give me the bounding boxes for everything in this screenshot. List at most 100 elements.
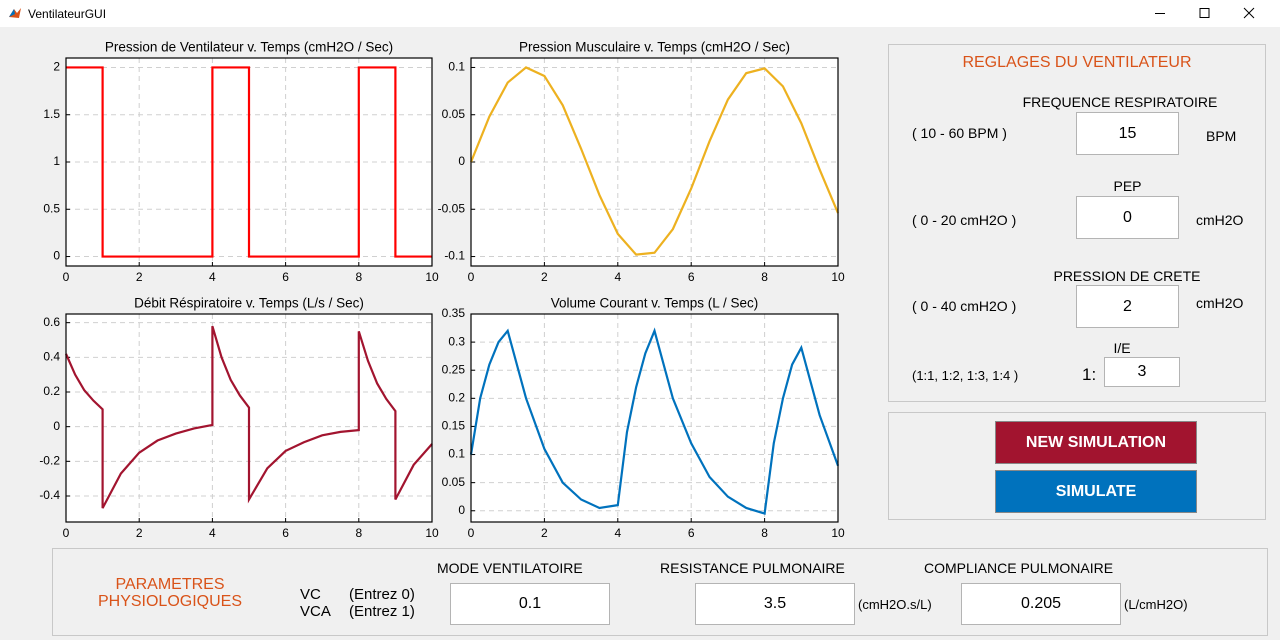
field-range: ( 10 - 60 BPM ): [912, 125, 1007, 141]
x-tick-label: 8: [355, 270, 362, 284]
x-tick-label: 0: [63, 526, 70, 540]
y-tick-label: 0.25: [442, 362, 466, 376]
app-icon: [9, 8, 21, 18]
field-unit: (cmH2O.s/L): [858, 597, 932, 612]
field-unit: (L/cmH2O): [1124, 597, 1188, 612]
input-box[interactable]: 0.1: [450, 583, 610, 625]
chart-title: Pression Musculaire v. Temps (cmH2O / Se…: [519, 40, 790, 55]
simulate-button[interactable]: SIMULATE: [995, 470, 1197, 513]
field-label: COMPLIANCE PULMONAIRE: [924, 560, 1114, 576]
physio-panel: [52, 548, 1268, 636]
field-label: PEP: [1113, 178, 1142, 194]
y-tick-label: 2: [53, 60, 60, 74]
field-prefix: 1:: [1082, 365, 1097, 384]
axes-frame: [470, 313, 839, 523]
field-unit: BPM: [1206, 128, 1237, 144]
input-box[interactable]: 3.5: [695, 583, 855, 625]
y-tick-label: 0.1: [448, 447, 465, 461]
y-tick-label: 0.35: [442, 306, 466, 320]
y-tick-label: 0.2: [448, 390, 465, 404]
field-range: (1:1, 1:2, 1:3, 1:4 ): [912, 368, 1019, 383]
x-tick-label: 6: [688, 526, 695, 540]
button-panel: [888, 412, 1266, 520]
input-box[interactable]: 0.205: [961, 583, 1121, 625]
axes-frame: [65, 313, 433, 523]
x-tick-label: 8: [761, 526, 768, 540]
mode-name: VC: [300, 586, 321, 603]
x-tick-label: 0: [468, 526, 475, 540]
x-tick-label: 6: [282, 270, 289, 284]
y-tick-label: -0.2: [39, 454, 60, 468]
data-line: [66, 66, 432, 258]
y-tick-label: 0: [53, 419, 60, 433]
x-tick-label: 4: [614, 270, 621, 284]
data-line: [64, 325, 433, 509]
data-line: [469, 327, 840, 516]
x-tick-label: 8: [355, 526, 362, 540]
field-range: ( 0 - 40 cmH2O ): [912, 298, 1017, 314]
x-tick-label: 8: [761, 270, 768, 284]
field-unit: cmH2O: [1196, 212, 1244, 228]
mode-hint: (Entrez 0): [349, 586, 415, 603]
field-range: ( 0 - 20 cmH2O ): [912, 212, 1017, 228]
input-box[interactable]: 3: [1104, 357, 1180, 387]
y-tick-label: 0: [458, 154, 465, 168]
y-tick-label: 0.2: [43, 384, 60, 398]
settings-title: REGLAGES DU VENTILATEUR: [962, 54, 1192, 71]
field-label: FREQUENCE RESPIRATOIRE: [1022, 94, 1218, 110]
x-tick-label: 10: [831, 270, 845, 284]
field-label: I/E: [1113, 340, 1131, 356]
y-tick-label: 0.4: [43, 350, 60, 364]
y-tick-label: 0.05: [442, 475, 466, 489]
x-tick-label: 4: [614, 526, 621, 540]
y-tick-label: 0.1: [448, 60, 465, 74]
field-unit: cmH2O: [1196, 295, 1244, 311]
mode-hint: (Entrez 1): [349, 603, 415, 620]
y-tick-label: 1: [53, 154, 60, 168]
x-tick-label: 10: [831, 526, 845, 540]
input-box[interactable]: 2: [1076, 285, 1179, 328]
y-tick-label: 1.5: [43, 107, 60, 121]
axes-frame: [65, 57, 433, 267]
chart-title: Pression de Ventilateur v. Temps (cmH2O …: [105, 40, 393, 55]
y-tick-label: 0: [458, 503, 465, 517]
input-box[interactable]: 0: [1076, 196, 1179, 239]
data-line: [469, 66, 840, 256]
field-label: PRESSION DE CRETE: [1053, 268, 1201, 284]
title-bar: VentilateurGUI: [0, 0, 1280, 27]
mode-name: VCA: [300, 603, 331, 620]
x-tick-label: 0: [468, 270, 475, 284]
x-tick-label: 10: [425, 526, 439, 540]
field-label: MODE VENTILATOIRE: [437, 560, 583, 576]
settings-panel: [888, 44, 1266, 402]
field-label: RESISTANCE PULMONAIRE: [660, 560, 845, 576]
x-tick-label: 6: [282, 526, 289, 540]
y-tick-label: 0.6: [43, 315, 60, 329]
input-box[interactable]: 15: [1076, 112, 1179, 155]
plot-area: [471, 314, 838, 522]
x-tick-label: 2: [541, 526, 548, 540]
y-tick-label: 0.3: [448, 334, 465, 348]
y-tick-label: -0.1: [444, 249, 465, 263]
x-tick-label: 4: [209, 526, 216, 540]
x-tick-label: 2: [136, 270, 143, 284]
x-tick-label: 10: [425, 270, 439, 284]
x-tick-label: 0: [63, 270, 70, 284]
window-title: VentilateurGUI: [28, 7, 107, 21]
chart-title: Débit Réspiratoire v. Temps (L/s / Sec): [134, 296, 364, 311]
x-tick-label: 4: [209, 270, 216, 284]
x-tick-label: 2: [136, 526, 143, 540]
x-tick-label: 2: [541, 270, 548, 284]
y-tick-label: -0.4: [39, 488, 60, 502]
x-tick-label: 6: [688, 270, 695, 284]
chart-title: Volume Courant v. Temps (L / Sec): [551, 296, 759, 311]
y-tick-label: 0.15: [442, 419, 466, 433]
new-simulation-button[interactable]: NEW SIMULATION: [995, 421, 1197, 464]
physio-title: PARAMETRES PHYSIOLOGIQUES: [97, 576, 243, 610]
window-controls[interactable]: [1140, 0, 1280, 27]
y-tick-label: -0.05: [438, 201, 466, 215]
charts: Pression de Ventilateur v. Temps (cmH2O …: [39, 40, 845, 541]
y-tick-label: 0.5: [43, 201, 60, 215]
y-tick-label: 0: [53, 249, 60, 263]
